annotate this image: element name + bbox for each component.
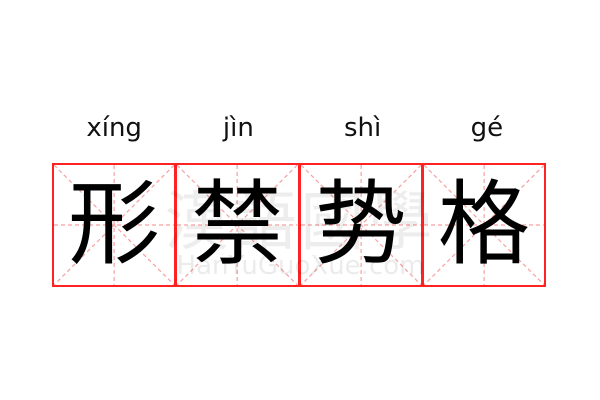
character-1: 形 <box>68 171 161 278</box>
character-4: 格 <box>437 171 530 278</box>
character-2: 禁 <box>191 171 284 278</box>
character-grid: 形 禁 势 格 <box>52 163 549 287</box>
character-cell: 势 <box>298 163 423 287</box>
pinyin-row: xíng jìn shì gé <box>52 108 549 148</box>
mi-grid-guides <box>54 165 174 285</box>
pinyin-1: xíng <box>86 113 142 143</box>
pinyin-4: gé <box>470 113 504 143</box>
character-cell: 禁 <box>175 163 300 287</box>
character-cell: 形 <box>52 163 177 287</box>
mi-grid-guides <box>424 165 544 285</box>
character-3: 势 <box>314 171 407 278</box>
pinyin-2: jìn <box>222 113 254 143</box>
mi-grid-guides <box>301 165 421 285</box>
pinyin-3: shì <box>344 113 382 143</box>
character-cell: 格 <box>421 163 546 287</box>
mi-grid-guides <box>177 165 297 285</box>
